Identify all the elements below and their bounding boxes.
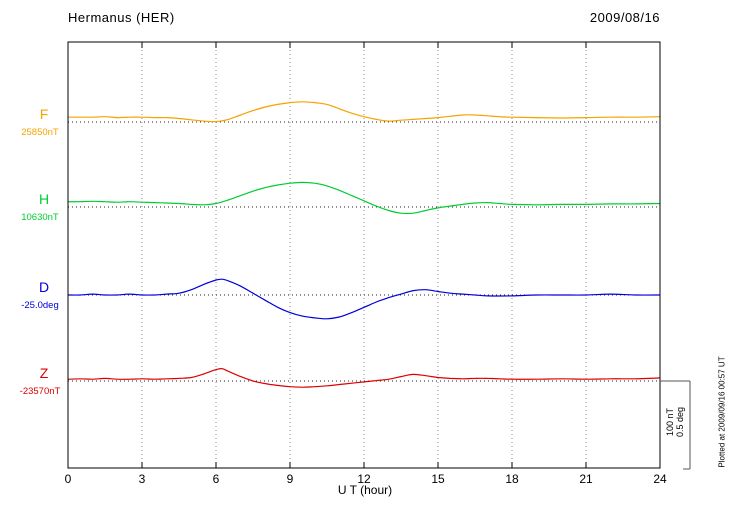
series-letter-Z: Z — [40, 365, 49, 381]
series-letter-F: F — [40, 106, 49, 122]
x-tick-label: 15 — [431, 472, 445, 486]
scale-bar-label: 100 nT 0.5 deg — [665, 407, 685, 437]
x-tick-label: 21 — [579, 472, 593, 486]
series-letter-H: H — [39, 191, 49, 207]
trace-H — [67, 181, 661, 215]
series-baseline-label-D: -25.0deg — [21, 300, 59, 311]
x-tick-label: 0 — [65, 472, 72, 486]
series-baseline-label-Z: -23570nT — [20, 386, 61, 397]
x-tick-label: 3 — [139, 472, 146, 486]
trace-D — [67, 278, 661, 320]
series-baseline-label-H: 10630nT — [21, 212, 59, 223]
station-title: Hermanus (HER) — [68, 10, 175, 25]
scale-bar-label-deg: 0.5 deg — [675, 406, 685, 438]
trace-F — [67, 101, 661, 123]
scale-bar-label-nt: 100 nT — [665, 407, 675, 437]
series-baseline-label-F: 25850nT — [21, 127, 59, 138]
x-tick-label: 24 — [653, 472, 667, 486]
date-label: 2009/08/16 — [589, 10, 660, 25]
x-tick-label: 12 — [357, 472, 371, 486]
trace-Z — [67, 367, 661, 388]
plotted-at-label: Plotted at 2009/09/16 00:57 UT — [717, 356, 727, 468]
x-axis-label: U T (hour) — [337, 483, 393, 497]
x-tick-label: 9 — [287, 472, 294, 486]
plot-frame — [67, 41, 661, 469]
x-tick-label: 6 — [213, 472, 220, 486]
series-letter-D: D — [39, 279, 49, 295]
x-tick-label: 18 — [505, 472, 519, 486]
